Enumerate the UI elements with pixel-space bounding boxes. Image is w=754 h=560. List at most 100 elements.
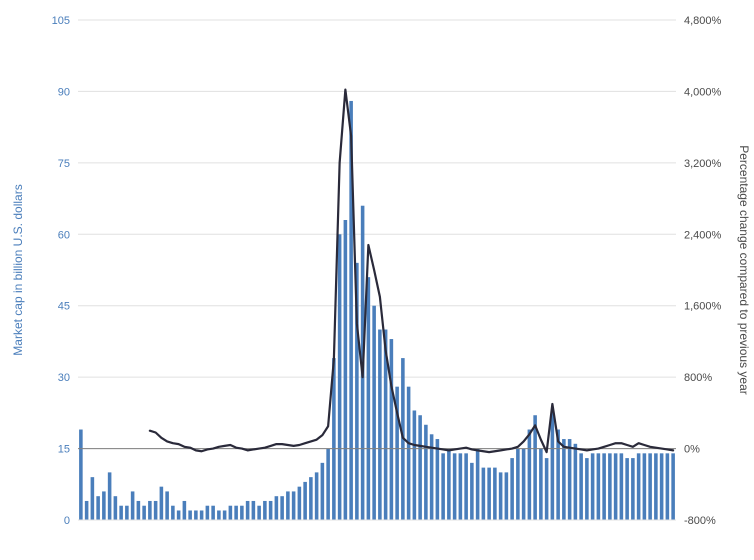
left-tick-label: 30 (58, 372, 70, 384)
bar (91, 477, 95, 520)
bar (407, 387, 411, 520)
bar (441, 453, 445, 520)
bar (666, 453, 670, 520)
bar (154, 501, 158, 520)
bar (453, 453, 457, 520)
bar (148, 501, 152, 520)
bar (614, 453, 618, 520)
chart-container: 0153045607590105-800%0%800%1,600%2,400%3… (0, 0, 754, 560)
bar (108, 472, 112, 520)
bar (85, 501, 89, 520)
right-tick-label: 1,600% (684, 301, 722, 313)
bar (309, 477, 313, 520)
right-tick-label: 0% (684, 444, 700, 456)
bar (292, 491, 296, 520)
bar (545, 458, 549, 520)
bar (648, 453, 652, 520)
bar (551, 410, 555, 520)
bar (326, 449, 330, 520)
bar (378, 330, 382, 520)
bar (591, 453, 595, 520)
bar (493, 468, 497, 520)
bar (585, 458, 589, 520)
bar (298, 487, 302, 520)
bar (240, 506, 244, 520)
bar (223, 510, 227, 520)
bar (476, 449, 480, 520)
left-axis-label: Market cap in billion U.S. dollars (11, 184, 25, 355)
bar (579, 453, 583, 520)
right-tick-label: -800% (684, 515, 716, 527)
bar (142, 506, 146, 520)
bar (464, 453, 468, 520)
bar (194, 510, 198, 520)
bar (367, 277, 371, 520)
bar (344, 220, 348, 520)
bar (539, 449, 543, 520)
bar (137, 501, 141, 520)
chart-svg: 0153045607590105-800%0%800%1,600%2,400%3… (0, 0, 754, 560)
bar (671, 453, 675, 520)
bar (177, 510, 181, 520)
bar (338, 234, 342, 520)
bar (321, 463, 325, 520)
bar (79, 430, 83, 520)
bar (165, 491, 169, 520)
bar (303, 482, 307, 520)
bar (637, 453, 641, 520)
left-tick-label: 90 (58, 86, 70, 98)
bar (620, 453, 624, 520)
bar (96, 496, 100, 520)
left-tick-label: 45 (58, 301, 70, 313)
bar (102, 491, 106, 520)
bar (522, 449, 526, 520)
bar (315, 472, 319, 520)
bar (654, 453, 658, 520)
right-axis-label: Percentage change compared to previous y… (737, 145, 751, 395)
bar (160, 487, 164, 520)
bar (482, 468, 486, 520)
right-tick-label: 2,400% (684, 229, 722, 241)
bar (510, 458, 514, 520)
right-tick-label: 4,800% (684, 15, 722, 27)
bar (252, 501, 256, 520)
left-tick-label: 0 (64, 515, 70, 527)
bar (280, 496, 284, 520)
bar (217, 510, 221, 520)
bar (608, 453, 612, 520)
bar (234, 506, 238, 520)
bar (131, 491, 135, 520)
bar (505, 472, 509, 520)
bar (246, 501, 250, 520)
bar (424, 425, 428, 520)
left-tick-label: 15 (58, 444, 70, 456)
bar (119, 506, 123, 520)
bar (125, 506, 129, 520)
bar (413, 410, 417, 520)
bar (447, 449, 451, 520)
bar (574, 444, 578, 520)
bar (597, 453, 601, 520)
bar (390, 339, 394, 520)
bar (631, 458, 635, 520)
bar (625, 458, 629, 520)
bar (269, 501, 273, 520)
bar (516, 449, 520, 520)
bar (275, 496, 279, 520)
left-tick-label: 75 (58, 158, 70, 170)
bar (470, 463, 474, 520)
bar (263, 501, 267, 520)
bar (436, 439, 440, 520)
bar (568, 439, 572, 520)
bar (418, 415, 422, 520)
bar (211, 506, 215, 520)
bar (487, 468, 491, 520)
bar (229, 506, 233, 520)
bar (602, 453, 606, 520)
bar (171, 506, 175, 520)
right-tick-label: 4,000% (684, 86, 722, 98)
bar (206, 506, 210, 520)
line-series (150, 90, 673, 453)
bar (499, 472, 503, 520)
bar (372, 306, 376, 520)
